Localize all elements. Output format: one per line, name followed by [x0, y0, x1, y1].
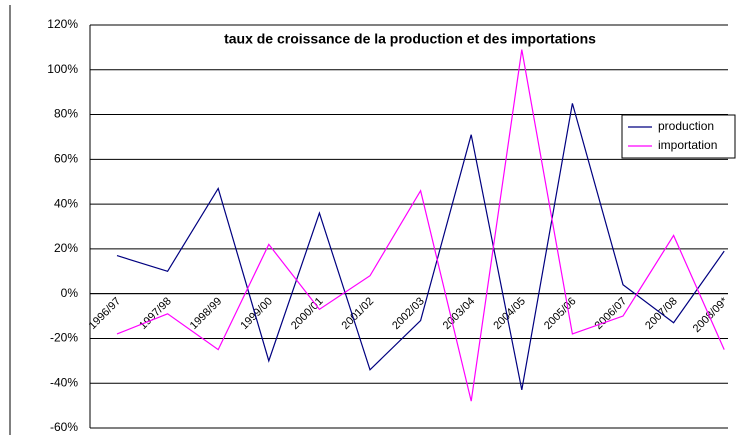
y-tick-label: -20%	[50, 331, 78, 345]
y-tick-label: -40%	[50, 375, 78, 389]
legend-box	[621, 114, 736, 159]
y-tick-label: 80%	[54, 107, 78, 121]
y-tick-label: 0%	[61, 286, 79, 300]
y-tick-label: 40%	[54, 196, 78, 210]
series-line	[116, 103, 725, 391]
y-tick-label: 100%	[47, 62, 78, 76]
legend-label: production	[658, 119, 714, 133]
y-tick-label: 60%	[54, 152, 78, 166]
y-tick-label: 120%	[47, 17, 78, 31]
y-tick-label: -60%	[50, 420, 78, 434]
legend-label: importation	[658, 138, 717, 152]
y-tick-label: 20%	[54, 241, 78, 255]
chart-title: taux de croissance de la production et d…	[224, 31, 596, 47]
series-line	[116, 49, 725, 402]
